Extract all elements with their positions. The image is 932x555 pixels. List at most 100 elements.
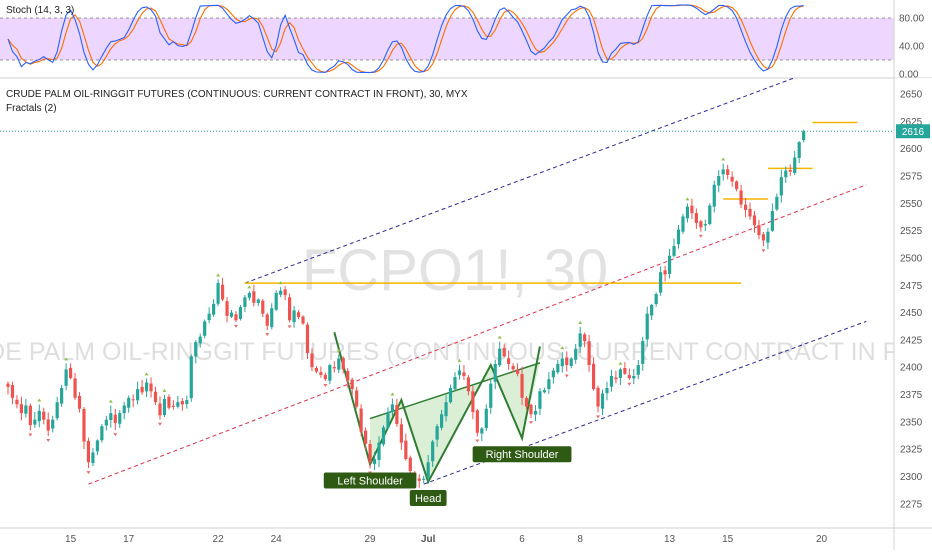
candle-body (381, 427, 386, 445)
candle-body (681, 216, 685, 232)
time-tick-label: 8 (577, 534, 583, 545)
candle-body (247, 292, 251, 298)
candle-body (654, 294, 658, 304)
price-tick-label: 2425 (900, 335, 923, 346)
candle-body (551, 370, 555, 378)
candle-body (784, 170, 788, 178)
stoch-tick-label: 40.00 (899, 42, 924, 53)
candle-body (64, 369, 68, 386)
candle-body (538, 391, 542, 409)
candle-body (256, 299, 260, 303)
candle-body (10, 385, 15, 398)
candle-body (6, 383, 10, 387)
fractal-up-marker (578, 320, 583, 324)
candle-body (672, 245, 676, 256)
candle-body (33, 419, 37, 425)
fractal-down-marker (564, 374, 569, 378)
pattern-fill (370, 362, 540, 482)
stoch-k-line (7, 4, 804, 74)
candle-body (587, 341, 591, 366)
candle-body (533, 410, 538, 415)
candle-body (270, 308, 274, 328)
candle-body (614, 377, 618, 380)
time-tick-label: 29 (365, 534, 377, 545)
candle-body (104, 419, 108, 426)
pattern-label-box (409, 489, 447, 506)
candle-body (618, 369, 622, 378)
fractal-down-marker (265, 333, 270, 337)
candle-body (493, 363, 497, 382)
candle-body (212, 303, 216, 315)
candle-body (641, 341, 645, 364)
candle-body (453, 377, 457, 390)
candle-body (288, 297, 292, 321)
fractal-up-marker (278, 281, 283, 285)
fractal-down-marker (475, 439, 480, 443)
candle-body (583, 334, 587, 342)
candle-body (556, 363, 560, 373)
candle-body (667, 255, 672, 274)
candle-body (51, 419, 55, 429)
candle-body (779, 177, 783, 196)
candle-body (797, 142, 801, 158)
candle-body (15, 399, 19, 405)
fractal-up-marker (144, 372, 149, 376)
symbol-title[interactable]: CRUDE PALM OIL-RINGGIT FUTURES (CONTINUO… (6, 89, 468, 100)
candle-body (243, 297, 247, 307)
candle-body (42, 411, 46, 420)
candle-body (189, 356, 193, 399)
price-tick-label: 2450 (900, 308, 923, 319)
candle-body (591, 363, 596, 390)
candle-body (730, 176, 734, 182)
candle-body (337, 358, 341, 370)
candle-body (632, 375, 636, 379)
time-tick-label: 22 (213, 534, 225, 545)
time-tick-label: 17 (123, 534, 135, 545)
fractal-down-marker (596, 415, 601, 419)
fractal-down-marker (113, 433, 118, 437)
candle-body (498, 348, 502, 366)
candle-body (726, 169, 730, 175)
candle-body (274, 292, 278, 310)
fractal-up-marker (457, 358, 462, 362)
candle-body (547, 379, 551, 390)
candle-body (404, 440, 408, 460)
candle-body (296, 312, 301, 317)
stoch-legend[interactable]: Stoch (14, 3, 3) (6, 5, 74, 16)
candle-body (735, 181, 739, 190)
candle-body (252, 291, 256, 303)
fractal-up-marker (216, 273, 221, 277)
candle-body (703, 224, 707, 226)
candle-body (489, 383, 493, 408)
fractal-up-marker (336, 348, 341, 352)
pattern-label: Right Shoulder (486, 449, 559, 461)
candle-body (350, 379, 354, 390)
fractal-up-marker (247, 285, 252, 289)
candle-body (422, 478, 426, 480)
candle-body (788, 170, 792, 172)
last-price-tag (896, 124, 930, 139)
candle-body (176, 402, 180, 407)
candle-body (95, 440, 99, 452)
candle-body (364, 430, 368, 444)
price-tick-label: 2350 (900, 417, 923, 428)
time-tick-label: 15 (65, 534, 77, 545)
candle-body (305, 324, 310, 354)
candle-body (605, 387, 609, 394)
watermark-name: CRUDE PALM OIL-RINGGIT FUTURES (CONTINUO… (0, 338, 932, 366)
candle-body (301, 316, 305, 324)
candle-body (676, 229, 681, 245)
pattern-label: Left Shoulder (337, 475, 403, 487)
candle-body (766, 231, 770, 243)
fractals-legend[interactable]: Fractals (2) (6, 103, 57, 114)
candle-body (752, 215, 757, 226)
candle-body (60, 387, 64, 404)
price-tick-label: 2600 (900, 144, 923, 155)
candle-body (475, 410, 479, 433)
candle-body (802, 131, 806, 141)
price-pane: FCPO1!, 30 CRUDE PALM OIL-RINGGIT FUTURE… (0, 77, 932, 506)
candle-body (319, 372, 323, 375)
candle-body (542, 390, 546, 393)
candle-body (502, 348, 506, 357)
